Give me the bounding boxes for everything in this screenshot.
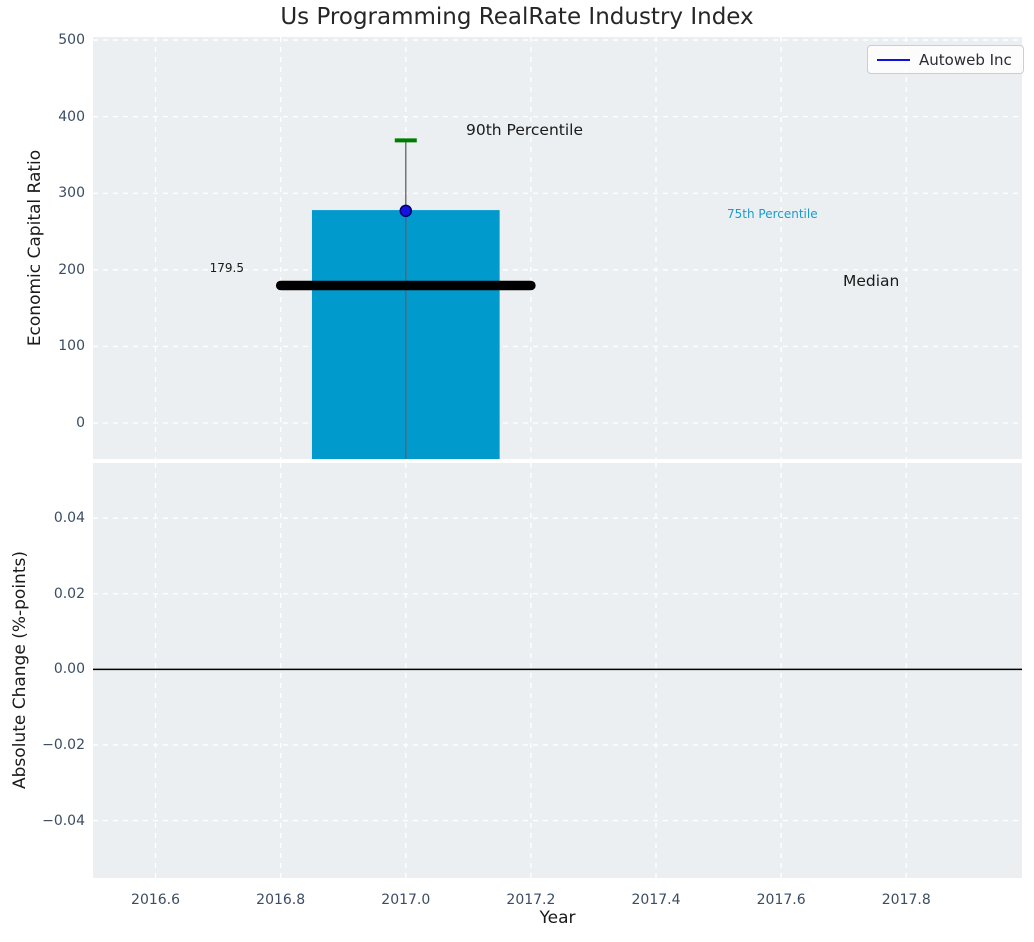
x-tick-label: 2017.0 — [381, 892, 431, 908]
bottom-ytick-label: 0.02 — [53, 585, 85, 602]
legend-entry-label: Autoweb Inc — [919, 50, 1012, 69]
annotation-median: Median — [843, 272, 900, 290]
annotation-90th-percentile: 90th Percentile — [466, 121, 584, 139]
x-tick-label: 2017.4 — [631, 892, 681, 908]
bottom-axes-canvas — [93, 463, 1022, 878]
top-ytick-label: 300 — [58, 185, 85, 202]
x-tick-label: 2017.2 — [506, 892, 556, 908]
top-ytick-label: 200 — [58, 261, 85, 278]
top-y-axis-label: Economic Capital Ratio — [25, 149, 45, 347]
annotation-median-value: 179.5 — [209, 261, 244, 275]
top-ytick-label: 0 — [76, 415, 85, 431]
x-tick-label: 2017.6 — [756, 892, 806, 908]
x-tick-label: 2016.8 — [256, 892, 306, 908]
legend-line-sample-icon — [877, 58, 910, 61]
x-axis-label: Year — [539, 908, 576, 928]
x-tick-label: 2017.8 — [881, 892, 931, 908]
top-axes-economic-capital-ratio — [93, 37, 1022, 459]
x-tick-label: 2016.6 — [131, 892, 181, 908]
top-ytick-label: 100 — [58, 338, 85, 355]
top-axes-canvas — [93, 37, 1022, 459]
company-value-dot — [399, 204, 413, 218]
bottom-ytick-label: 0.00 — [53, 661, 85, 678]
bottom-ytick-label: 0.04 — [53, 510, 85, 527]
top-ytick-label: 500 — [58, 32, 85, 49]
top-ytick-label: 400 — [58, 108, 85, 125]
bottom-ytick-label: −0.02 — [42, 736, 85, 753]
bottom-axes-absolute-change — [93, 463, 1022, 878]
legend-box: Autoweb Inc — [867, 45, 1024, 74]
annotation-75th-percentile: 75th Percentile — [727, 207, 818, 221]
chart-title: Us Programming RealRate Industry Index — [280, 4, 754, 30]
bottom-ytick-label: −0.04 — [42, 812, 85, 829]
bottom-y-axis-label: Absolute Change (%-points) — [10, 551, 30, 789]
